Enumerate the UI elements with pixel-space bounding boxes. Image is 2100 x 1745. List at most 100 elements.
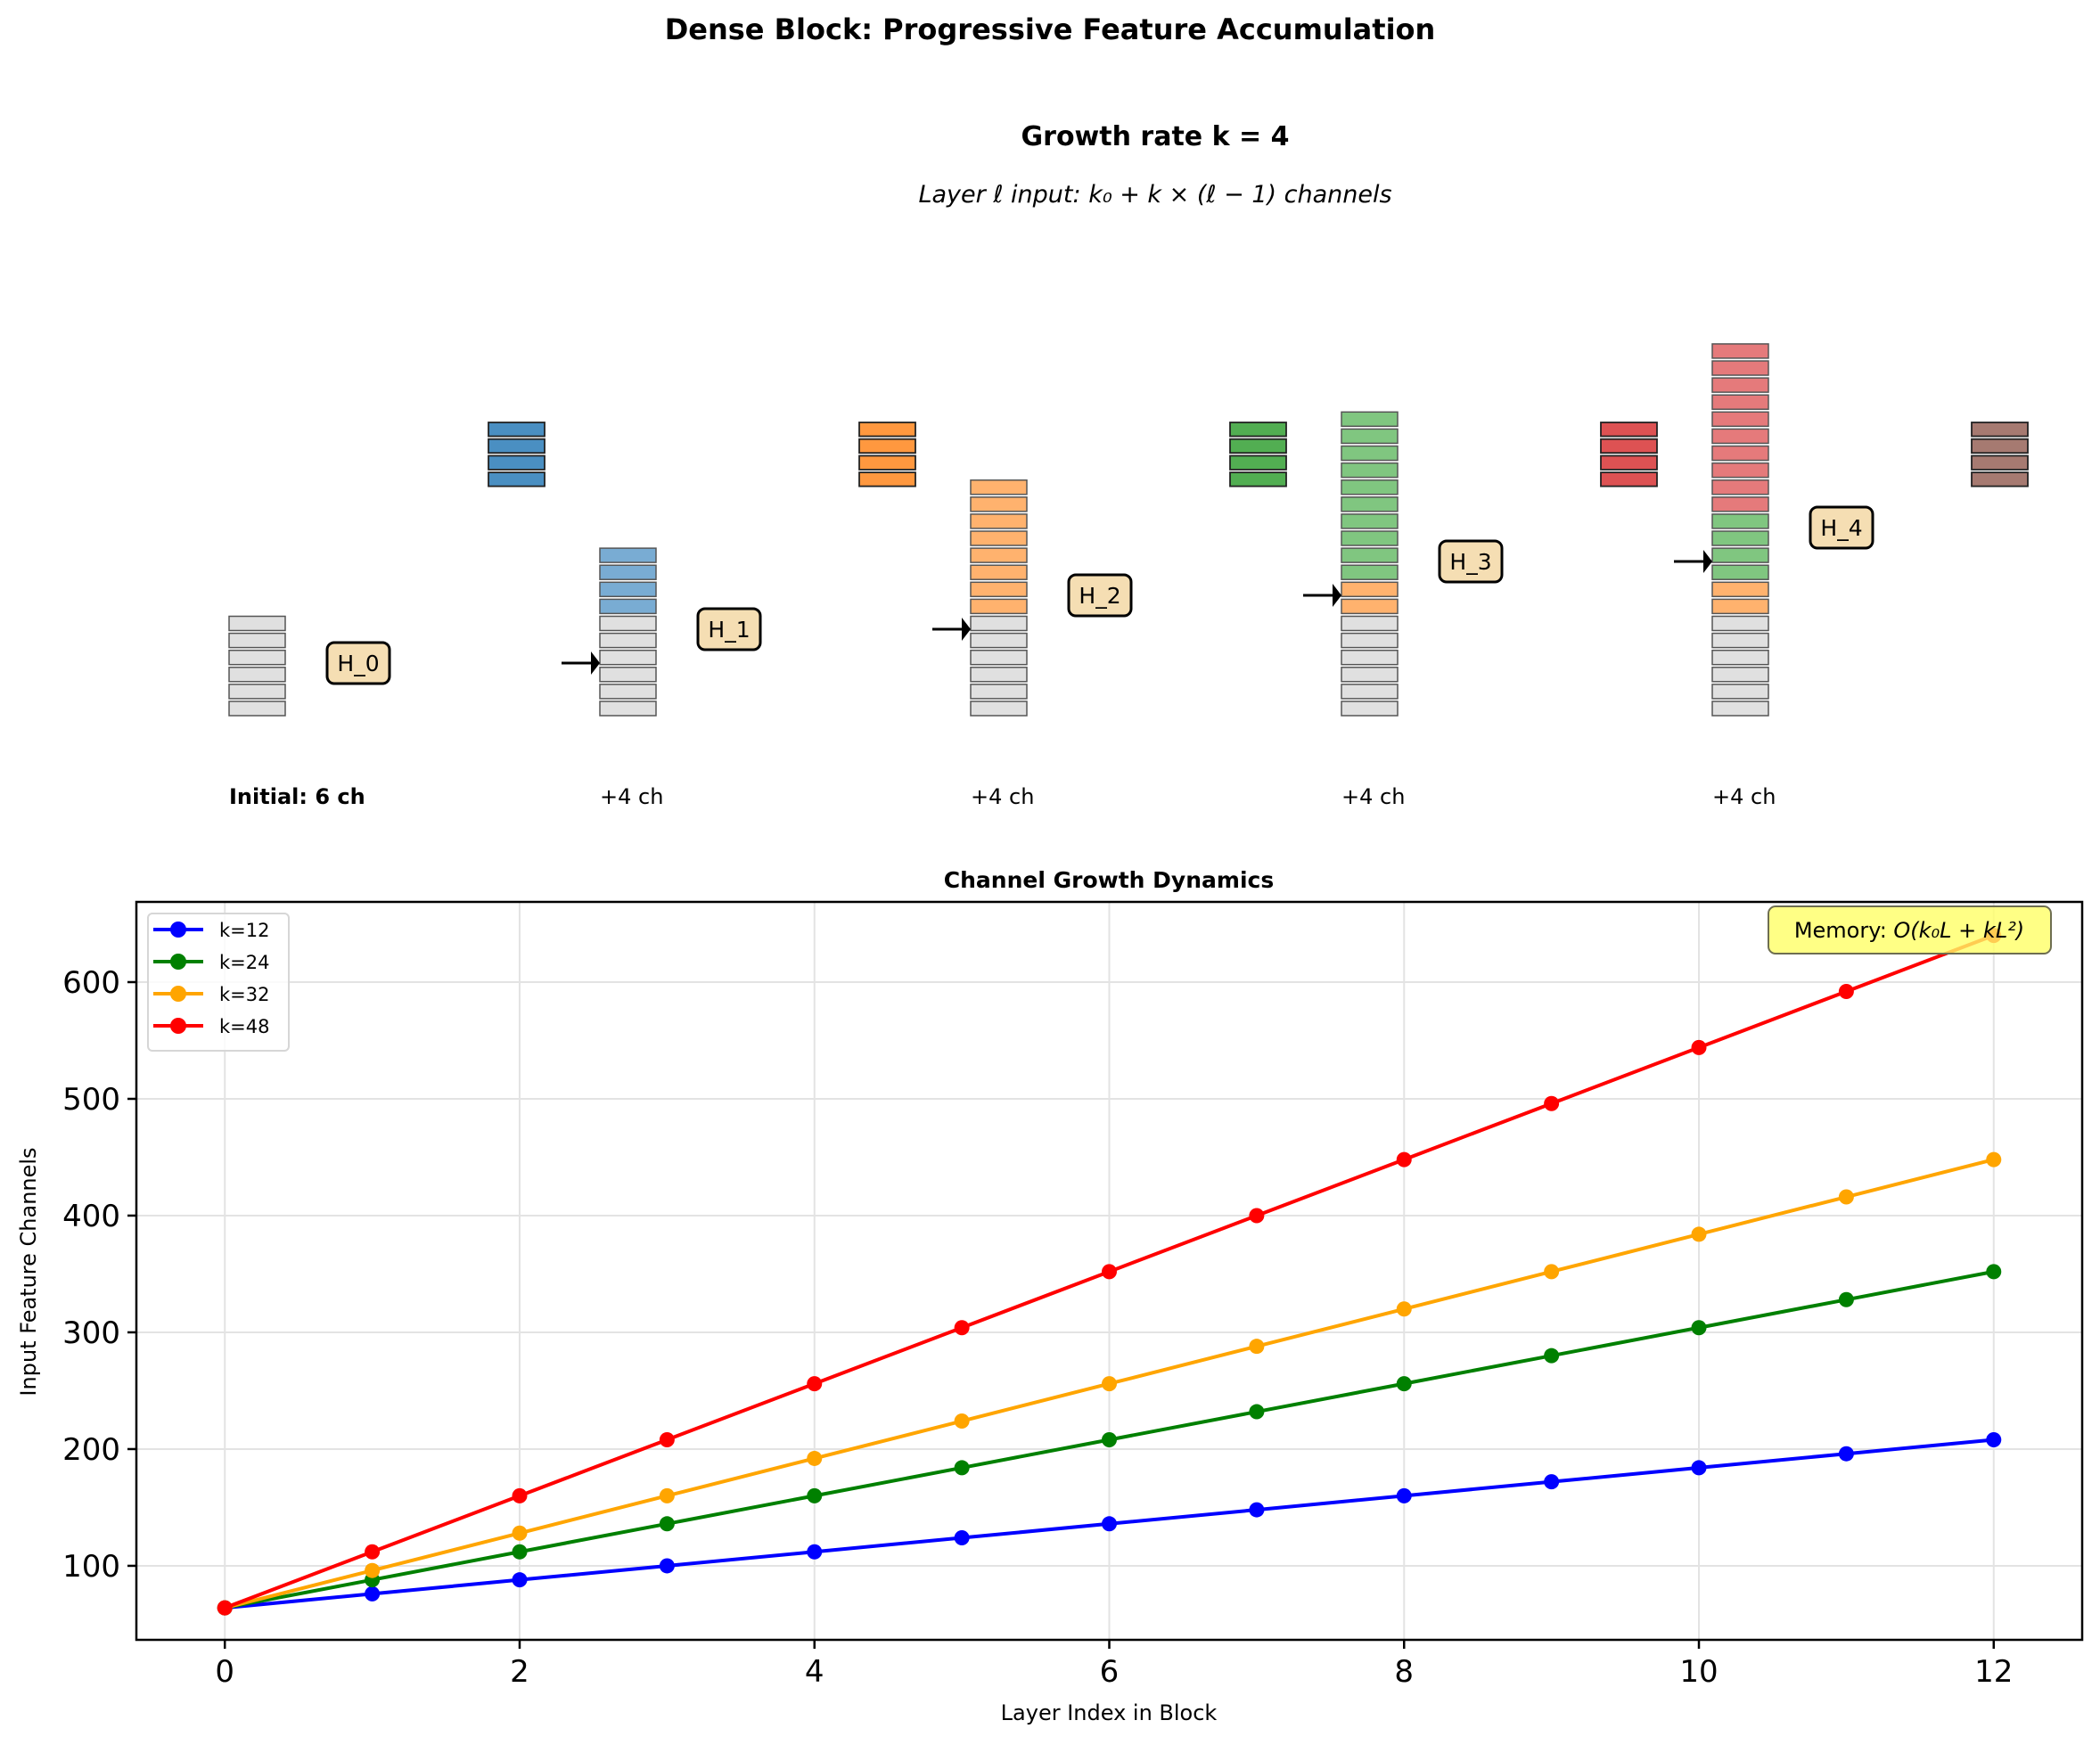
legend-item-k=32: k=32 — [153, 984, 269, 1005]
channel-bar — [599, 598, 657, 615]
channel-bar — [1711, 377, 1769, 393]
data-point — [1691, 1226, 1707, 1242]
data-point — [1691, 1320, 1707, 1336]
new-channel-bar — [1229, 471, 1287, 487]
layer-label-box — [325, 641, 391, 685]
y-axis-label: Input Feature Channels — [16, 1147, 41, 1396]
legend-label: k=32 — [219, 984, 269, 1005]
x-tick-label: 8 — [1394, 1654, 1414, 1690]
channel-bar — [1711, 496, 1769, 512]
layer-label-box — [1067, 573, 1133, 618]
layer-label-4: H_4 — [1809, 505, 1874, 550]
x-tick-label: 10 — [1679, 1654, 1718, 1690]
legend-marker — [170, 954, 186, 970]
data-point — [512, 1525, 528, 1541]
axis-ticks: 0 2 4 6 8 10 12 100 200 300 400 500 600 — [62, 965, 2013, 1690]
y-tick-label: 100 — [62, 1549, 120, 1585]
new-features-block-3 — [1600, 422, 1658, 487]
channel-bar — [1711, 632, 1769, 649]
channel-bar — [599, 649, 657, 666]
channel-bar — [1711, 394, 1769, 410]
x-tick-label: 0 — [215, 1654, 234, 1690]
data-point — [1102, 1516, 1117, 1532]
channel-bar — [970, 632, 1028, 649]
data-point — [1838, 1189, 1854, 1205]
channel-bar — [970, 615, 1028, 632]
data-point — [1102, 1376, 1117, 1392]
legend-item-k=24: k=24 — [153, 952, 269, 973]
diagram-formula: Layer ℓ input: k₀ + k × (ℓ − 1) channels — [918, 181, 1391, 209]
channel-bar — [599, 684, 657, 700]
memory-annotation-text: Memory: O(k₀L + kL²) — [1794, 918, 2024, 943]
data-point — [954, 1460, 970, 1476]
layer-label-3: H_3 — [1438, 539, 1504, 584]
new-channel-bar — [1229, 438, 1287, 455]
channel-bar — [970, 700, 1028, 717]
channel-bar — [1341, 615, 1399, 632]
new-channel-bar — [488, 422, 546, 438]
stack-caption-4: +4 ch — [1712, 784, 1776, 809]
channel-bar — [1341, 564, 1399, 580]
new-features-block-4 — [1971, 422, 2029, 487]
new-channel-bar — [1971, 455, 2029, 471]
channel-bar — [1341, 632, 1399, 649]
channel-bar — [599, 632, 657, 649]
series-k=12 — [217, 1431, 2002, 1616]
data-point — [365, 1585, 381, 1602]
data-point — [1396, 1376, 1412, 1392]
y-tick-label: 300 — [62, 1315, 120, 1351]
channel-bar — [1711, 598, 1769, 615]
data-point — [1838, 1446, 1854, 1462]
layer-label-text: H_1 — [708, 617, 750, 643]
channel-bar — [1341, 513, 1399, 529]
new-channel-bar — [1971, 438, 2029, 455]
channel-bar — [228, 667, 286, 683]
channel-bar — [1711, 684, 1769, 700]
channel-bar — [1711, 411, 1769, 428]
concat-arrow-icon — [562, 651, 600, 675]
new-channel-bar — [1600, 438, 1658, 455]
data-point — [659, 1487, 675, 1503]
channel-bar — [1711, 445, 1769, 462]
data-point — [1102, 1264, 1117, 1280]
chart-title: Channel Growth Dynamics — [944, 867, 1274, 893]
legend-label: k=12 — [219, 920, 269, 941]
series-lines — [217, 928, 2002, 1616]
layer-label-text: H_3 — [1449, 549, 1491, 575]
data-point — [954, 1530, 970, 1546]
new-channel-bar — [488, 455, 546, 471]
figure-title: Dense Block: Progressive Feature Accumul… — [665, 12, 1436, 46]
data-point — [1102, 1431, 1117, 1447]
data-point — [807, 1376, 823, 1392]
channel-bar — [599, 615, 657, 632]
layer-label-1: H_1 — [696, 607, 762, 651]
channel-bar — [1341, 411, 1399, 428]
legend-marker — [170, 1018, 186, 1034]
series-k=24 — [217, 1264, 2002, 1616]
channel-bar — [599, 581, 657, 598]
diagram-heading: Growth rate k = 4 — [1021, 121, 1290, 152]
channel-bar — [970, 479, 1028, 496]
stack-caption-3: +4 ch — [1341, 784, 1405, 809]
data-point — [1986, 1264, 2002, 1280]
layer-label-box — [696, 607, 762, 651]
layer-label-text: H_4 — [1820, 515, 1862, 541]
data-point — [365, 1544, 381, 1560]
channel-bar — [599, 700, 657, 717]
data-point — [217, 1600, 233, 1616]
legend-label: k=24 — [219, 952, 269, 973]
y-tick-label: 200 — [62, 1432, 120, 1468]
y-tick-label: 600 — [62, 965, 120, 1001]
new-channel-bar — [1600, 471, 1658, 487]
concat-arrow-icon — [932, 618, 971, 641]
new-channel-bar — [1229, 422, 1287, 438]
channel-bar — [1711, 479, 1769, 496]
channel-bar — [1711, 428, 1769, 445]
channel-bar — [1341, 496, 1399, 512]
data-point — [659, 1558, 675, 1574]
legend-marker — [170, 986, 186, 1002]
x-axis-label: Layer Index in Block — [1001, 1700, 1218, 1725]
concat-arrow-icon — [1303, 584, 1341, 607]
stack-caption-2: +4 ch — [971, 784, 1034, 809]
data-point — [512, 1487, 528, 1503]
